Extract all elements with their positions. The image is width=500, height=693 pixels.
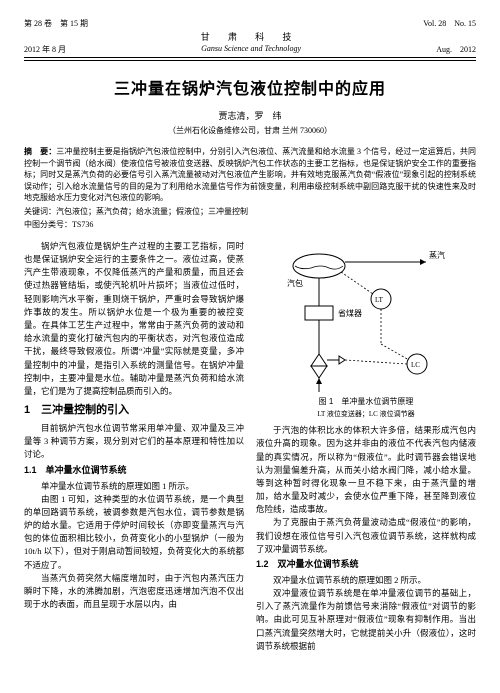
vol-issue-en: Vol. 28 No. 15 — [423, 18, 476, 29]
date-en: Aug. 2012 — [436, 44, 476, 55]
figure-1-diagram: 汽包 蒸汽 省煤器 — [281, 244, 451, 394]
journal-name-cn: 甘 肃 科 技 — [24, 30, 476, 43]
vol-issue-cn: 第 28 卷 第 15 期 — [24, 18, 88, 29]
lc-label: LC — [411, 361, 420, 369]
affiliation: （兰州石化设备维修公司，甘肃 兰州 730060） — [24, 125, 476, 136]
abstract-label: 摘 要： — [24, 147, 56, 156]
clc: 中图分类号：TS736 — [24, 219, 476, 230]
date-cn: 2012 年 8 月 — [24, 44, 66, 55]
keywords: 关键词：汽包液位；蒸汽负荷；给水流量；假液位；三冲量控制 — [24, 206, 476, 217]
section-1-1-p3: 当蒸汽负荷突然大幅度增加时，由于汽包内蒸汽压力瞬时下降，水的沸腾加剧，汽泡密度迅… — [24, 572, 244, 612]
section-1-2-heading: 1.2 双冲量水位调节系统 — [256, 558, 476, 572]
authors: 贾志清，罗 纬 — [24, 109, 476, 122]
section-1-1-p1: 单冲量水位调节系统的原理如图 1 所示。 — [24, 480, 244, 493]
section-1-heading: 1 三冲量控制的引入 — [24, 402, 244, 419]
keywords-label: 关键词： — [24, 207, 56, 216]
intro-paragraph: 锅炉汽包液位是锅炉生产过程的主要工艺指标，同时也是保证锅炉安全运行的主要条件之一… — [24, 240, 244, 398]
clc-text: TS736 — [72, 220, 93, 229]
figure-1-caption: 图 1 单冲量水位调节原理 — [256, 396, 476, 408]
right-p1: 于汽泡的体积比水的体积大许多倍，结果形成汽包内液位升高的现象。因为这并非由的液位… — [256, 424, 476, 516]
abstract-text: 三冲量控制主要是指锅炉汽包液位控制中，分别引入汽包液位、蒸汽流量和给水流量 3 … — [24, 147, 476, 202]
right-p2: 为了克服由于蒸汽负荷量波动造成“假液位”的影响，我们设想在液位信号引入汽包液位调… — [256, 516, 476, 556]
keywords-text: 汽包液位；蒸汽负荷；给水流量；假液位；三冲量控制 — [56, 207, 248, 216]
section-1-paragraph: 目前锅炉汽包水位调节常采用单冲量、双冲量及三冲量等 3 种调节方案，现分别对它们… — [24, 422, 244, 462]
clc-label: 中图分类号： — [24, 220, 72, 229]
journal-name-en: Gansu Science and Technology — [66, 44, 436, 55]
right-p4: 双冲量液位调节系统是在单冲量液位调节的基础上，引入了蒸汽流量作为前馈信号来消除“… — [256, 587, 476, 653]
figure-1-subcaption: LT 液位变送器；LC 液位调节器 — [256, 409, 476, 420]
lt-label: LT — [375, 296, 384, 304]
article-title: 三冲量在锅炉汽包液位控制中的应用 — [24, 75, 476, 99]
abstract: 摘 要：三冲量控制主要是指锅炉汽包液位控制中，分别引入汽包液位、蒸汽流量和给水流… — [24, 146, 476, 204]
drum-label: 汽包 — [287, 278, 303, 288]
left-column: 锅炉汽包液位是锅炉生产过程的主要工艺指标，同时也是保证锅炉安全运行的主要条件之一… — [24, 240, 244, 653]
right-p3: 双冲量水位调节系统的原理如图 2 所示。 — [256, 574, 476, 587]
figure-1: 汽包 蒸汽 省煤器 — [256, 244, 476, 420]
right-column: 汽包 蒸汽 省煤器 — [256, 240, 476, 653]
section-1-1-p2: 由图 1 可知，这种类型的水位调节系统，是一个典型的单回路调节系统，被调参数是汽… — [24, 493, 244, 572]
economizer-label: 省煤器 — [338, 308, 362, 318]
section-1-1-heading: 1.1 单冲量水位调节系统 — [24, 464, 244, 478]
steam-label: 蒸汽 — [429, 250, 445, 260]
header-rule — [24, 60, 476, 61]
